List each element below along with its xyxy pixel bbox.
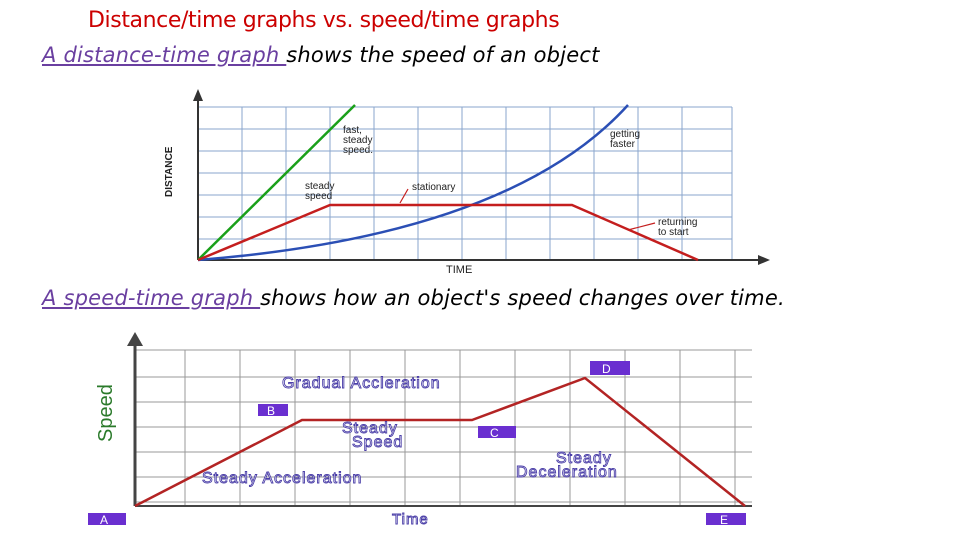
speed-time-caption-text: shows how an object's speed changes over… <box>260 286 785 310</box>
distance-x-arrow <box>758 255 770 265</box>
steady-speed-label-1: Steady <box>342 420 398 437</box>
steady-speed-label-2: Speed <box>352 434 403 451</box>
steady-deceleration-label-2: Deceleration <box>516 464 618 481</box>
fast-steady-label-3: speed. <box>343 145 373 156</box>
steady-acceleration-label: Steady Acceleration <box>202 470 362 487</box>
fast-steady-label-2: steady <box>343 135 372 146</box>
point-d-box <box>590 361 630 375</box>
returning-label-1: returning <box>658 217 697 228</box>
fast-steady-label-1: fast, <box>343 125 362 136</box>
slide-title: Distance/time graphs vs. speed/time grap… <box>88 8 560 33</box>
point-c-box <box>478 426 516 438</box>
distance-grid <box>198 106 733 260</box>
gradual-acceleration-label: Gradual Accleration <box>282 375 441 392</box>
speed-grid <box>135 349 752 505</box>
fast-steady-speed-line <box>197 104 356 261</box>
getting-faster-label-2: faster <box>610 139 636 150</box>
speed-x-label: Time <box>392 511 429 528</box>
getting-faster-label-1: getting <box>610 129 640 140</box>
point-e-box <box>706 513 746 525</box>
point-a-label: A <box>100 513 108 527</box>
point-b-box <box>258 404 288 416</box>
distance-time-caption-text: shows the speed of an object <box>286 43 600 67</box>
steady-speed-label-2: speed <box>305 191 332 202</box>
point-c-label: C <box>490 426 499 440</box>
point-e-label: E <box>720 513 728 527</box>
distance-time-caption: A distance-time graph shows the speed of… <box>42 43 600 67</box>
speed-y-arrow <box>127 332 143 346</box>
distance-time-graph-link[interactable]: A distance-time graph <box>42 43 287 67</box>
speed-time-graph: A B C D E Gradual Accleration Steady Spe… <box>88 332 752 528</box>
steady-speed-label-1: steady <box>305 181 334 192</box>
point-b-label: B <box>267 404 275 418</box>
distance-x-label: TIME <box>446 264 472 275</box>
point-a-box <box>88 513 126 525</box>
point-d-label: D <box>602 362 611 376</box>
speed-time-graph-link[interactable]: A speed-time graph <box>42 286 261 310</box>
steady-deceleration-label-1: Steady <box>556 450 612 467</box>
distance-y-label: DISTANCE <box>164 146 175 197</box>
distance-y-arrow <box>193 89 203 101</box>
getting-faster-curve <box>197 104 629 262</box>
distance-time-graph: DISTANCE TIME fast, steady speed. gettin… <box>164 89 770 275</box>
stationary-label: stationary <box>412 182 455 193</box>
returning-label-2: to start <box>658 227 689 238</box>
speed-time-caption: A speed-time graph shows how an object's… <box>42 286 785 310</box>
returning-pointer <box>627 222 656 231</box>
speed-y-label: Speed <box>95 384 117 442</box>
steady-stationary-returning-line <box>197 203 699 262</box>
speed-line <box>134 376 746 508</box>
stationary-pointer <box>399 188 409 204</box>
